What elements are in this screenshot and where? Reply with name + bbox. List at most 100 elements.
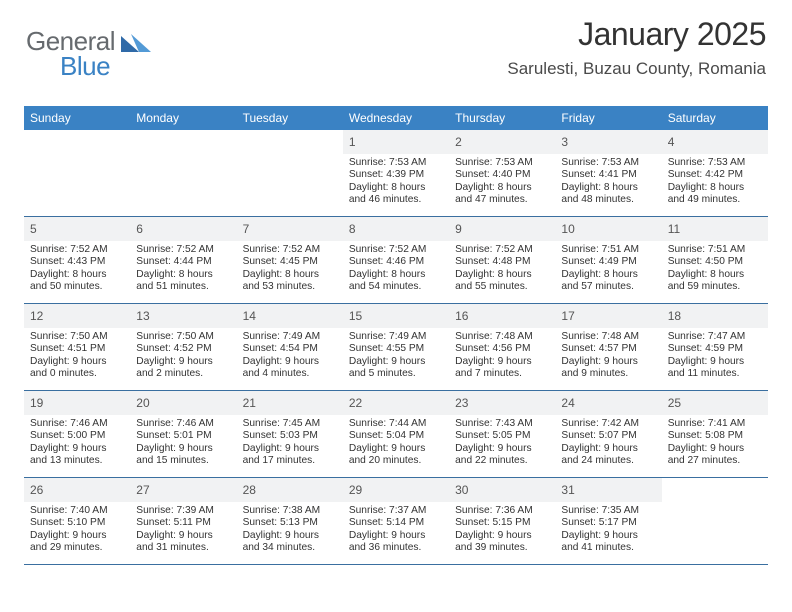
sunrise-line: Sunrise: 7:36 AM [455,505,549,517]
day-detail: Sunrise: 7:36 AMSunset: 5:15 PMDaylight:… [449,502,555,561]
logo: General Blue [26,26,115,88]
sunset-line: Sunset: 4:52 PM [136,343,230,355]
day-number-wrap: 23 [449,391,555,415]
sunset-line: Sunset: 4:57 PM [561,343,655,355]
calendar-cell: 7Sunrise: 7:52 AMSunset: 4:45 PMDaylight… [237,217,343,303]
sunrise-line: Sunrise: 7:51 AM [561,244,655,256]
calendar-cell: 11Sunrise: 7:51 AMSunset: 4:50 PMDayligh… [662,217,768,303]
sunset-line: Sunset: 5:00 PM [30,430,124,442]
week-row: 1Sunrise: 7:53 AMSunset: 4:39 PMDaylight… [24,130,768,217]
sunrise-line: Sunrise: 7:52 AM [455,244,549,256]
sunset-line: Sunset: 5:04 PM [349,430,443,442]
day-detail: Sunrise: 7:44 AMSunset: 5:04 PMDaylight:… [343,415,449,474]
day-number-wrap: 19 [24,391,130,415]
calendar-cell: 24Sunrise: 7:42 AMSunset: 5:07 PMDayligh… [555,391,661,477]
daylight-line: Daylight: 9 hours and 41 minutes. [561,530,655,555]
day-number-wrap: 8 [343,217,449,241]
day-header-mon: Monday [130,106,236,130]
day-detail: Sunrise: 7:45 AMSunset: 5:03 PMDaylight:… [237,415,343,474]
daylight-line: Daylight: 9 hours and 20 minutes. [349,443,443,468]
day-number-wrap: 5 [24,217,130,241]
day-number-wrap: 15 [343,304,449,328]
calendar-cell: 22Sunrise: 7:44 AMSunset: 5:04 PMDayligh… [343,391,449,477]
day-header-fri: Friday [555,106,661,130]
calendar-cell: 21 Sunrise: 7:45 AMSunset: 5:03 PMDayligh… [237,391,343,477]
day-number: 8 [349,222,356,236]
sunset-line: Sunset: 4:54 PM [243,343,337,355]
day-number: 1 [349,135,356,149]
day-number-wrap: 9 [449,217,555,241]
day-number: 30 [455,483,468,497]
day-detail: Sunrise: 7:53 AMSunset: 4:40 PMDaylight:… [449,154,555,213]
calendar-cell: 15Sunrise: 7:49 AMSunset: 4:55 PMDayligh… [343,304,449,390]
sunrise-line: Sunrise: 7:49 AM [349,331,443,343]
calendar-cell: 13Sunrise: 7:50 AMSunset: 4:52 PMDayligh… [130,304,236,390]
calendar-cell: 30 Sunrise: 7:36 AMSunset: 5:15 PMDayligh… [449,478,555,564]
daylight-line: Daylight: 9 hours and 4 minutes. [243,356,337,381]
calendar-cell: 9Sunrise: 7:52 AMSunset: 4:48 PMDaylight… [449,217,555,303]
location-subtitle: Sarulesti, Buzau County, Romania [507,59,766,79]
day-number-wrap: 24 [555,391,661,415]
calendar-cell: 18Sunrise: 7:47 AMSunset: 4:59 PMDayligh… [662,304,768,390]
calendar-cell [662,478,768,564]
day-number-wrap: 1 [343,130,449,154]
day-detail: Sunrise: 7:43 AMSunset: 5:05 PMDaylight:… [449,415,555,474]
daylight-line: Daylight: 9 hours and 29 minutes. [30,530,124,555]
day-detail: Sunrise: 7:52 AMSunset: 4:48 PMDaylight:… [449,241,555,300]
day-detail: Sunrise: 7:53 AMSunset: 4:39 PMDaylight:… [343,154,449,213]
calendar-cell: 16Sunrise: 7:48 AMSunset: 4:56 PMDayligh… [449,304,555,390]
calendar-cell: 29Sunrise: 7:37 AMSunset: 5:14 PMDayligh… [343,478,449,564]
day-number: 14 [243,309,256,323]
sunset-line: Sunset: 5:08 PM [668,430,762,442]
day-number: 4 [668,135,675,149]
day-number: 21 [243,396,256,410]
sunset-line: Sunset: 4:42 PM [668,169,762,181]
sunset-line: Sunset: 4:45 PM [243,256,337,268]
day-detail: Sunrise: 7:39 AMSunset: 5:11 PMDaylight:… [130,502,236,561]
day-number-wrap: 26 [24,478,130,502]
day-number-wrap: 28 [237,478,343,502]
sunrise-line: Sunrise: 7:48 AM [455,331,549,343]
day-detail: Sunrise: 7:51 AMSunset: 4:50 PMDaylight:… [662,241,768,300]
day-number: 16 [455,309,468,323]
day-detail: Sunrise: 7:50 AMSunset: 4:51 PMDaylight:… [24,328,130,387]
day-detail: Sunrise: 7:53 AMSunset: 4:41 PMDaylight:… [555,154,661,213]
calendar-cell: 8Sunrise: 7:52 AMSunset: 4:46 PMDaylight… [343,217,449,303]
day-number: 23 [455,396,468,410]
daylight-line: Daylight: 8 hours and 48 minutes. [561,182,655,207]
sunset-line: Sunset: 4:50 PM [668,256,762,268]
day-number: 2 [455,135,462,149]
day-number-wrap: 6 [130,217,236,241]
day-number-wrap: 18 [662,304,768,328]
sunrise-line: Sunrise: 7:53 AM [668,157,762,169]
day-detail: Sunrise: 7:41 AMSunset: 5:08 PMDaylight:… [662,415,768,474]
sunrise-line: Sunrise: 7:53 AM [455,157,549,169]
calendar-cell: 10Sunrise: 7:51 AMSunset: 4:49 PMDayligh… [555,217,661,303]
calendar-cell: 1 Sunrise: 7:53 AMSunset: 4:39 PMDaylight… [343,130,449,216]
day-number-wrap: 25 [662,391,768,415]
day-detail: Sunrise: 7:42 AMSunset: 5:07 PMDaylight:… [555,415,661,474]
calendar-cell: 27Sunrise: 7:39 AMSunset: 5:11 PMDayligh… [130,478,236,564]
calendar-cell: 31Sunrise: 7:35 AMSunset: 5:17 PMDayligh… [555,478,661,564]
sunset-line: Sunset: 4:48 PM [455,256,549,268]
daylight-line: Daylight: 9 hours and 39 minutes. [455,530,549,555]
daylight-line: Daylight: 9 hours and 5 minutes. [349,356,443,381]
day-number: 15 [349,309,362,323]
day-number: 29 [349,483,362,497]
daylight-line: Daylight: 8 hours and 49 minutes. [668,182,762,207]
logo-triangle-icon [121,30,151,52]
daylight-line: Daylight: 8 hours and 54 minutes. [349,269,443,294]
day-header-row: Sunday Monday Tuesday Wednesday Thursday… [24,106,768,130]
sunrise-line: Sunrise: 7:48 AM [561,331,655,343]
day-detail: Sunrise: 7:38 AMSunset: 5:13 PMDaylight:… [237,502,343,561]
sunset-line: Sunset: 5:11 PM [136,517,230,529]
daylight-line: Daylight: 9 hours and 27 minutes. [668,443,762,468]
sunset-line: Sunset: 5:10 PM [30,517,124,529]
sunset-line: Sunset: 4:39 PM [349,169,443,181]
day-number-wrap: 13 [130,304,236,328]
sunrise-line: Sunrise: 7:51 AM [668,244,762,256]
day-number: 10 [561,222,574,236]
sunset-line: Sunset: 5:15 PM [455,517,549,529]
calendar-cell [24,130,130,216]
day-header-wed: Wednesday [343,106,449,130]
